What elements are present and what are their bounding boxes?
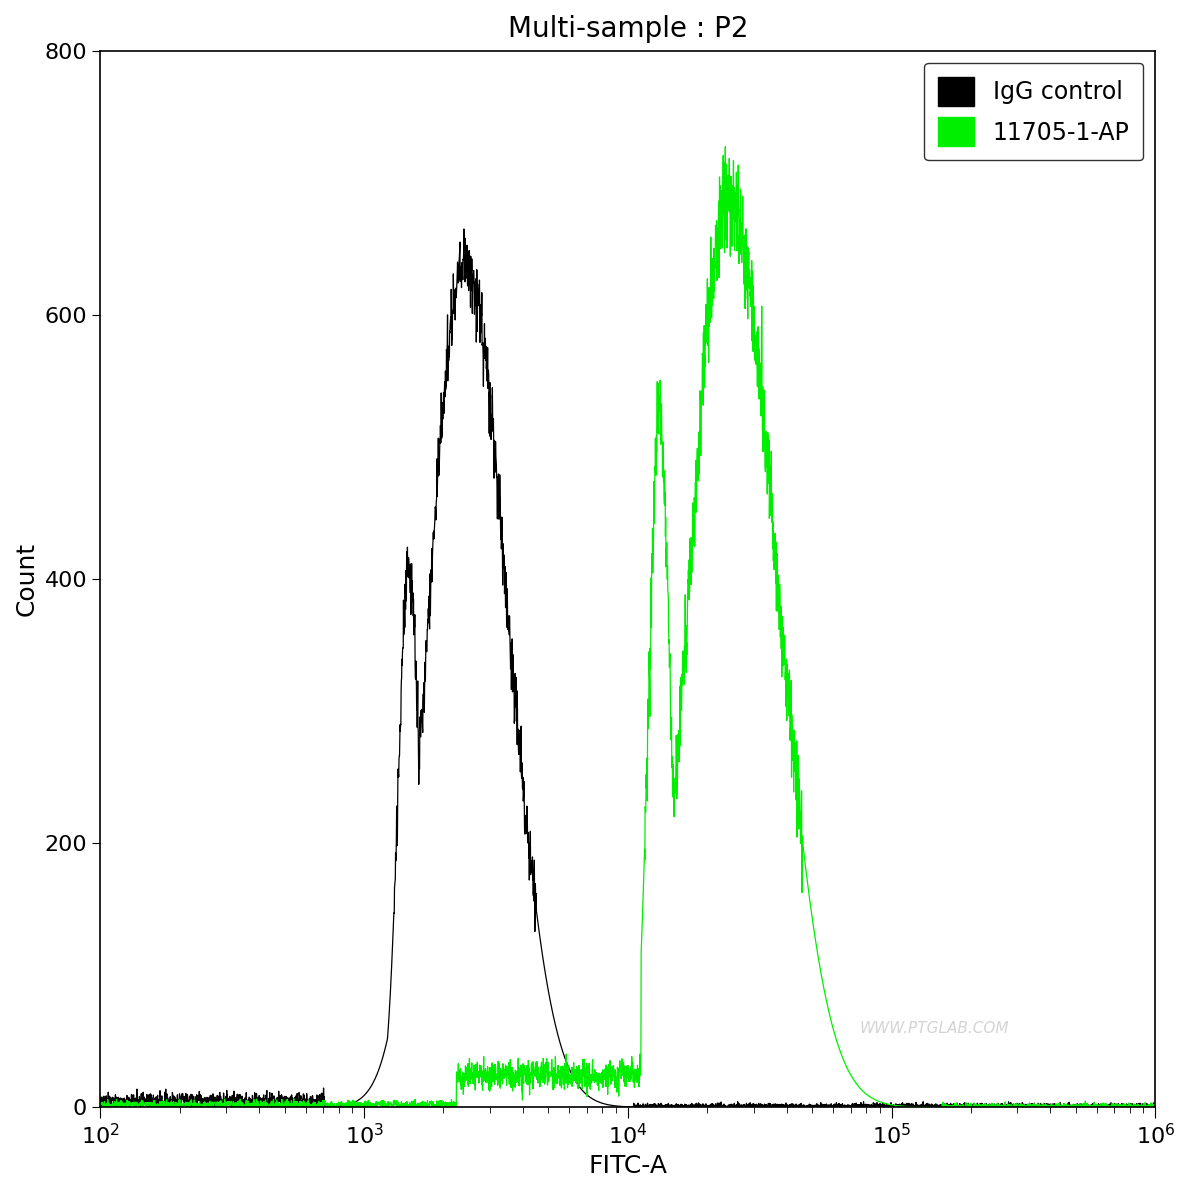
X-axis label: FITC-A: FITC-A	[588, 1154, 668, 1177]
Y-axis label: Count: Count	[15, 542, 39, 616]
Title: Multi-sample : P2: Multi-sample : P2	[508, 16, 749, 43]
Text: WWW.PTGLAB.COM: WWW.PTGLAB.COM	[860, 1021, 1009, 1037]
Legend: IgG control, 11705-1-AP: IgG control, 11705-1-AP	[925, 63, 1144, 160]
